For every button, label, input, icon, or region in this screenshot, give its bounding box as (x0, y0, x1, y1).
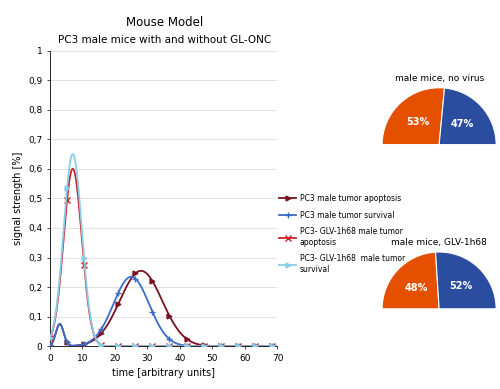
Text: 48%: 48% (404, 282, 428, 293)
Y-axis label: signal strength [%]: signal strength [%] (12, 152, 22, 245)
Title: male mice, no virus: male mice, no virus (394, 74, 484, 83)
Wedge shape (436, 252, 496, 309)
Wedge shape (439, 88, 496, 145)
Legend: PC3 male tumor apoptosis, PC3 male tumor survival, PC3- GLV-1h68 male tumor
apop: PC3 male tumor apoptosis, PC3 male tumor… (276, 191, 408, 277)
Wedge shape (382, 88, 444, 145)
Title: male mice, GLV-1h68: male mice, GLV-1h68 (391, 238, 487, 247)
Text: 53%: 53% (406, 117, 430, 126)
Wedge shape (382, 145, 496, 202)
Text: PC3 male mice with and without GL-ONC: PC3 male mice with and without GL-ONC (58, 35, 272, 45)
X-axis label: time [arbitrary units]: time [arbitrary units] (112, 368, 215, 378)
Wedge shape (382, 252, 439, 309)
Text: 52%: 52% (449, 281, 472, 291)
Text: Mouse Model: Mouse Model (126, 16, 204, 28)
Wedge shape (382, 309, 496, 366)
Text: 47%: 47% (450, 119, 474, 129)
